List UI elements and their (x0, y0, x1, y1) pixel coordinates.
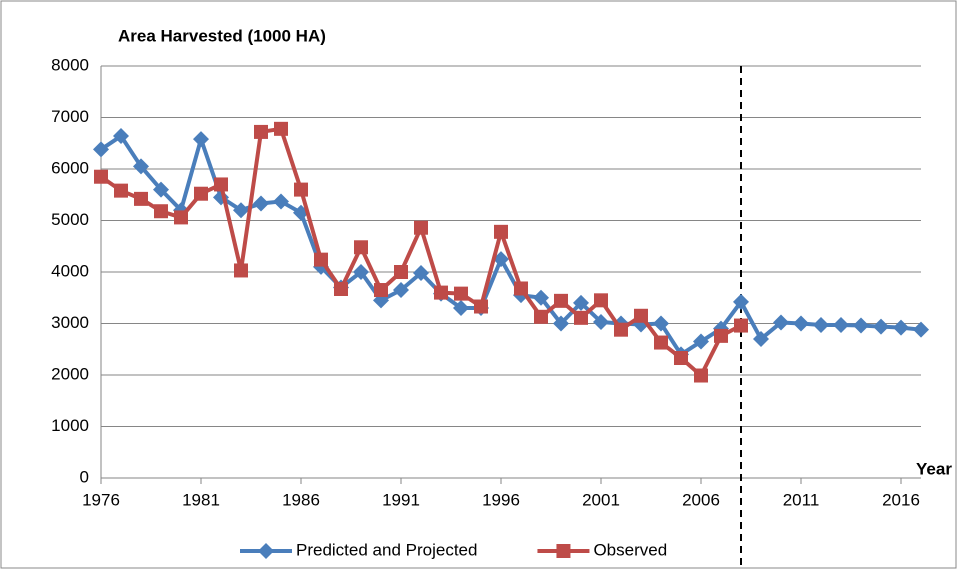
data-point (253, 195, 269, 212)
data-point (734, 318, 748, 333)
data-point (594, 293, 608, 308)
x-tick-label: 2001 (582, 490, 620, 509)
data-point (553, 315, 569, 332)
data-point (453, 300, 469, 317)
data-point (353, 264, 369, 280)
data-point (273, 193, 289, 210)
data-point (833, 317, 849, 334)
y-tick-label: 2000 (51, 364, 89, 383)
data-point (133, 158, 149, 175)
data-point (314, 252, 328, 267)
data-point (274, 121, 288, 136)
data-point (154, 204, 168, 219)
legend-label: Predicted and Projected (296, 540, 477, 559)
data-point (634, 308, 648, 323)
data-point (494, 224, 508, 239)
data-point (114, 183, 128, 198)
data-point (394, 265, 408, 279)
data-point (334, 281, 348, 296)
data-point (413, 265, 429, 282)
x-tick-label: 1991 (382, 490, 420, 509)
data-point (354, 240, 368, 255)
data-point (893, 319, 909, 336)
data-point (534, 309, 548, 324)
data-point (233, 202, 249, 219)
x-tick-label: 2011 (783, 490, 820, 509)
x-tick-label: 2006 (682, 490, 720, 509)
data-point (194, 186, 208, 201)
data-point (113, 128, 129, 145)
data-point (234, 263, 248, 278)
data-point (514, 281, 528, 296)
data-point (493, 251, 509, 268)
data-point (693, 333, 709, 350)
legend-label: Observed (593, 540, 667, 559)
data-point (214, 177, 228, 192)
data-point (574, 310, 588, 325)
data-point (694, 368, 708, 383)
data-point (393, 282, 409, 299)
x-axis-label: Year (916, 459, 952, 478)
data-point (556, 544, 571, 558)
data-point (134, 191, 148, 206)
y-tick-label: 7000 (51, 107, 89, 126)
x-tick-label: 1981 (182, 490, 220, 509)
data-point (753, 330, 769, 347)
data-point (434, 285, 448, 300)
y-tick-label: 3000 (51, 313, 89, 332)
data-point (454, 286, 468, 301)
data-point (733, 293, 749, 310)
data-point (474, 299, 488, 314)
data-point (573, 294, 589, 311)
data-point (654, 335, 668, 350)
data-point (533, 289, 549, 306)
chart-title: Area Harvested (1000 HA) (118, 26, 326, 45)
y-tick-label: 4000 (51, 261, 89, 280)
data-point (374, 283, 388, 298)
y-tick-label: 5000 (51, 210, 89, 229)
data-point (593, 313, 609, 330)
x-tick-label: 1986 (282, 490, 320, 509)
data-point (254, 124, 268, 139)
data-point (714, 328, 728, 343)
x-tick-label: 2016 (882, 490, 920, 509)
data-point (258, 543, 274, 559)
data-point (813, 317, 829, 334)
data-point (193, 131, 209, 148)
data-point (674, 351, 688, 366)
y-tick-label: 0 (80, 467, 89, 486)
data-point (554, 293, 568, 308)
y-tick-label: 8000 (51, 55, 89, 74)
data-point (153, 181, 169, 198)
data-point (853, 317, 869, 334)
data-point (614, 322, 628, 337)
data-point (793, 315, 809, 332)
data-point (653, 315, 669, 332)
y-tick-label: 1000 (51, 416, 89, 435)
data-point (773, 314, 789, 331)
data-point (913, 321, 929, 338)
data-point (873, 318, 889, 335)
data-point (93, 141, 109, 158)
y-tick-label: 6000 (51, 158, 89, 177)
data-point (94, 169, 108, 184)
data-point (414, 220, 428, 235)
data-point (174, 210, 188, 225)
x-tick-label: 1976 (82, 490, 120, 509)
x-tick-label: 1996 (482, 490, 520, 509)
data-point (294, 182, 308, 197)
